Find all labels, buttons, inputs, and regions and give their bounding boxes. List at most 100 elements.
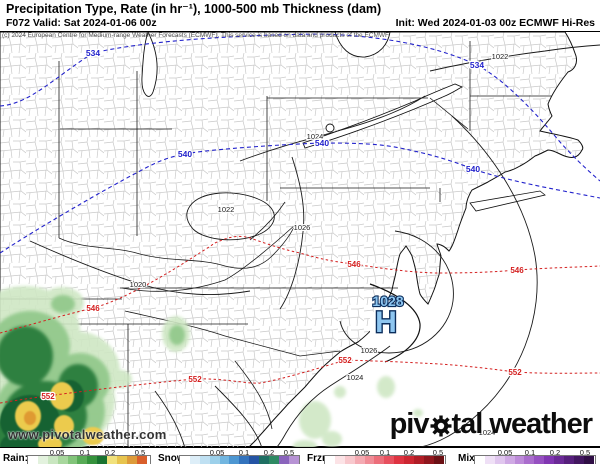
thickness-label: 552 (188, 375, 202, 384)
legend-color-cell (126, 456, 137, 464)
isobar-label: 1024 (479, 428, 496, 437)
legend-color-cell (77, 456, 88, 464)
legend-color-cell (544, 456, 555, 464)
legend-color-cell (209, 456, 220, 464)
thickness-label: 552 (41, 392, 55, 401)
legend-tick: 0.05 (49, 448, 65, 457)
legend-tick: 0.05 (497, 448, 513, 457)
legend-color-cell (180, 456, 190, 464)
pivotal-weather-logo: piv tal weather (389, 408, 593, 440)
legend-color-cell (404, 456, 415, 464)
legend-color-cell (87, 456, 98, 464)
logo-text-right: tal weather (451, 408, 593, 440)
legend-color-cell (97, 456, 108, 464)
lake-erie (302, 83, 464, 149)
gear-icon (430, 415, 451, 437)
legend-label: Snow: (158, 453, 188, 464)
precip-rain-heavy (15, 382, 104, 448)
isobar-label: 1022 (492, 52, 509, 61)
thickness-label: 552 (338, 356, 352, 365)
legend-colorbar-frzr (324, 455, 446, 464)
legend-label: Mix: (458, 453, 478, 464)
legend-tick: 0.5 (134, 448, 146, 457)
isobar-label: 1026 (361, 346, 378, 355)
legend-color-cell (325, 456, 335, 464)
isobar-labels: 1022 1024 1022 1026 1020 1026 1024 1024 (129, 51, 510, 438)
thickness-label: 534 (470, 60, 484, 70)
legend-colorbar-mix (474, 455, 596, 464)
high-pressure-marker: 1028 H (371, 292, 405, 341)
isobars (29, 44, 600, 448)
thickness-label: 552 (508, 368, 522, 377)
legend-color-cell (219, 456, 230, 464)
legend-tick: 0.2 (104, 448, 116, 457)
legend-color-cell (136, 456, 147, 464)
lake-michigan (141, 32, 158, 97)
precip-rain-extreme (24, 411, 36, 425)
legend-color-cell (374, 456, 385, 464)
legend-tick: 0.1 (238, 448, 250, 457)
legend-tick: 0.1 (524, 448, 536, 457)
thickness-label: 540 (315, 138, 329, 148)
legend-color-cell (475, 456, 485, 464)
legend-tick: 0.2 (549, 448, 561, 457)
legend-color-cell (278, 456, 289, 464)
legend-colorbar-snow (179, 455, 300, 464)
thickness-label: 546 (510, 266, 524, 275)
legend-color-cell (288, 456, 299, 464)
legend-color-cell (269, 456, 279, 464)
long-island (469, 190, 546, 212)
legend-group-frzr: Frzr: 0.05 0.1 0.2 0.5 (307, 448, 453, 464)
thickness-label: 546 (347, 260, 361, 269)
legend-color-cell (117, 456, 127, 464)
pamlico-sound (369, 301, 421, 349)
great-lakes (141, 32, 464, 149)
isobar-label: 1022 (218, 205, 235, 214)
legend-label: Frzr: (307, 453, 330, 464)
high-symbol: H (375, 306, 397, 339)
init-time-label: Init: Wed 2024-01-03 00z ECMWF Hi-Res (395, 17, 595, 29)
legend-color-cell (524, 456, 535, 464)
legend-tick: 0.1 (379, 448, 391, 457)
legend-color-cell (494, 456, 505, 464)
legend-tick: 0.05 (354, 448, 370, 457)
legend-label: Rain: (3, 453, 28, 464)
thickness-labels: 534 534 540 540 540 546 546 546 552 552 … (40, 47, 525, 403)
legend-color-cell (573, 456, 584, 464)
legend-color-cell (67, 456, 78, 464)
map-header: Precipitation Type, Rate (in hr⁻¹), 1000… (0, 0, 600, 31)
map-title: Precipitation Type, Rate (in hr⁻¹), 1000… (6, 2, 382, 16)
legend-color-cell (259, 456, 270, 464)
copyright-notice: (c) 2024 European Centre for Medium-rang… (2, 32, 391, 39)
legend-color-cell (514, 456, 525, 464)
legend-color-cell (564, 456, 574, 464)
legend-group-rain: Rain: 0.05 0.1 0.2 0.5 (3, 448, 155, 464)
legend-tick: 0.05 (209, 448, 225, 457)
isobar-label: 1024 (347, 373, 364, 382)
legend-color-cell (28, 456, 38, 464)
precip-type-legend: Rain: 0.05 0.1 0.2 0.5 Snow: 0.05 0.1 0.2 0.5 … (0, 447, 600, 464)
legend-color-cell (433, 456, 444, 464)
isobar-label: 1020 (130, 280, 147, 289)
thickness-label: 540 (466, 164, 480, 174)
legend-tick: 0.5 (579, 448, 591, 457)
legend-color-cell (344, 456, 355, 464)
legend-color-cell (534, 456, 545, 464)
thickness-label: 546 (86, 304, 100, 313)
map-area: 1022 1024 1022 1026 1020 1026 1024 1024 … (0, 31, 600, 448)
lake-st-clair (325, 123, 335, 133)
thickness-label: 534 (86, 48, 100, 58)
legend-tick: 0.5 (432, 448, 444, 457)
legend-color-cell (384, 456, 395, 464)
legend-color-cell (249, 456, 260, 464)
legend-color-cell (199, 456, 210, 464)
valid-time-label: F072 Valid: Sat 2024-01-06 00z (6, 17, 157, 29)
legend-color-cell (57, 456, 68, 464)
isobar-label: 1024 (307, 132, 324, 141)
logo-text-left: piv (389, 408, 430, 440)
legend-color-cell (364, 456, 375, 464)
legend-color-cell (47, 456, 58, 464)
legend-group-snow: Snow: 0.05 0.1 0.2 0.5 (158, 448, 304, 464)
thickness-contours-cold (0, 33, 600, 254)
legend-color-cell (423, 456, 434, 464)
